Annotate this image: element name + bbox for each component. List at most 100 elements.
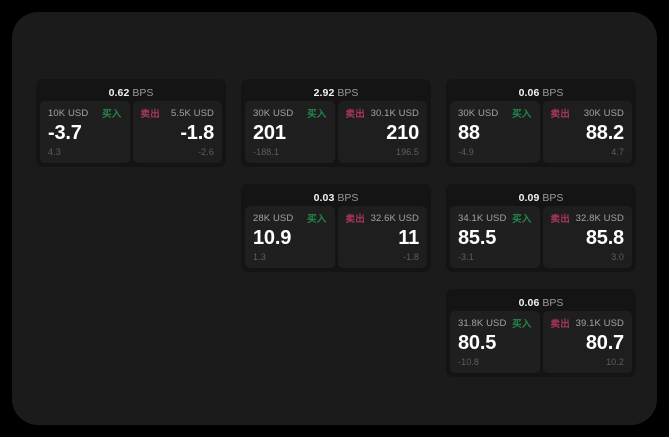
buy-delta: -10.8	[458, 357, 480, 367]
buy-tag: 买入	[307, 109, 327, 120]
card-header: 0.09 BPS	[450, 188, 632, 206]
buy-panel[interactable]: 30K USD 买入 88 -4.9	[450, 101, 540, 163]
sell-price: 85.8	[585, 227, 624, 249]
buy-size-label: 10K USD	[48, 107, 89, 119]
quote-card[interactable]: 0.06 BPS 31.8K USD 买入 80.5 -10.8 卖出 39.1K…	[446, 289, 636, 377]
card-body: 30K USD 买入 201 -188.1 卖出 30.1K USD 210 1…	[245, 101, 427, 163]
bps-unit: BPS	[542, 192, 564, 204]
buy-panel-header: 28K USD 买入	[253, 212, 327, 226]
bps-unit: BPS	[337, 192, 359, 204]
buy-panel[interactable]: 34.1K USD 买入 85.5 -3.1	[450, 206, 540, 268]
sell-price: 210	[386, 122, 419, 144]
bps-value: 0.09	[518, 192, 540, 204]
quote-card[interactable]: 0.06 BPS 30K USD 买入 88 -4.9 卖出 30K USD	[446, 79, 636, 167]
buy-size-label: 31.8K USD	[458, 317, 507, 329]
sell-tag: 卖出	[550, 109, 570, 120]
card-header: 0.06 BPS	[450, 83, 632, 101]
card-body: 28K USD 买入 10.9 1.3 卖出 32.6K USD 11 -1.8	[245, 206, 427, 268]
sell-size-label: 39.1K USD	[575, 317, 624, 329]
card-body: 30K USD 买入 88 -4.9 卖出 30K USD 88.2 4.7	[450, 101, 632, 163]
sell-panel[interactable]: 卖出 32.8K USD 85.8 3.0	[542, 206, 632, 268]
bps-value: 2.92	[313, 87, 335, 99]
card-body: 31.8K USD 买入 80.5 -10.8 卖出 39.1K USD 80.…	[450, 311, 632, 373]
sell-panel[interactable]: 卖出 30K USD 88.2 4.7	[542, 101, 632, 163]
buy-panel[interactable]: 10K USD 买入 -3.7 4.3	[40, 101, 130, 163]
buy-panel-header: 31.8K USD 买入	[458, 317, 532, 331]
bps-value: 0.62	[108, 87, 130, 99]
buy-delta: 1.3	[253, 252, 266, 262]
sell-delta: 4.7	[611, 147, 624, 157]
sell-tag: 卖出	[550, 319, 570, 330]
buy-price: 201	[253, 122, 286, 144]
sell-panel-header: 卖出 5.5K USD	[140, 107, 215, 121]
card-body: 10K USD 买入 -3.7 4.3 卖出 5.5K USD -1.8 -2.…	[40, 101, 222, 163]
card-header: 0.06 BPS	[450, 293, 632, 311]
sell-panel-header: 卖出 39.1K USD	[550, 317, 625, 331]
sell-panel-header: 卖出 30K USD	[550, 107, 625, 121]
buy-panel-header: 34.1K USD 买入	[458, 212, 532, 226]
card-header: 2.92 BPS	[245, 83, 427, 101]
quote-card[interactable]: 2.92 BPS 30K USD 买入 201 -188.1 卖出 30.1K U…	[241, 79, 431, 167]
buy-delta: -4.9	[458, 147, 474, 157]
sell-tag: 卖出	[345, 109, 365, 120]
card-header: 0.03 BPS	[245, 188, 427, 206]
buy-panel-header: 30K USD 买入	[253, 107, 327, 121]
sell-delta: 3.0	[611, 252, 624, 262]
sell-panel[interactable]: 卖出 32.6K USD 11 -1.8	[337, 206, 427, 268]
bps-value: 0.06	[518, 297, 540, 309]
sell-size-label: 32.8K USD	[575, 212, 624, 224]
buy-price: 80.5	[458, 332, 497, 354]
sell-tag: 卖出	[550, 214, 570, 225]
buy-delta: -188.1	[253, 147, 280, 157]
buy-panel[interactable]: 30K USD 买入 201 -188.1	[245, 101, 335, 163]
buy-size-label: 28K USD	[253, 212, 294, 224]
buy-delta: -3.1	[458, 252, 474, 262]
buy-panel-header: 30K USD 买入	[458, 107, 532, 121]
sell-panel-header: 卖出 32.8K USD	[550, 212, 625, 226]
sell-tag: 卖出	[140, 109, 160, 120]
buy-tag: 买入	[102, 109, 122, 120]
sell-panel[interactable]: 卖出 39.1K USD 80.7 10.2	[542, 311, 632, 373]
quote-card[interactable]: 0.62 BPS 10K USD 买入 -3.7 4.3 卖出 5.5K USD	[36, 79, 226, 167]
sell-panel[interactable]: 卖出 30.1K USD 210 196.5	[337, 101, 427, 163]
buy-price: 85.5	[458, 227, 497, 249]
bps-unit: BPS	[337, 87, 359, 99]
bps-value: 0.06	[518, 87, 540, 99]
buy-size-label: 30K USD	[253, 107, 294, 119]
buy-panel-header: 10K USD 买入	[48, 107, 122, 121]
sell-size-label: 32.6K USD	[370, 212, 419, 224]
sell-delta: 196.5	[395, 147, 419, 157]
sell-delta: 10.2	[606, 357, 624, 367]
bps-unit: BPS	[132, 87, 154, 99]
buy-size-label: 30K USD	[458, 107, 499, 119]
sell-delta: -2.6	[198, 147, 214, 157]
card-header: 0.62 BPS	[40, 83, 222, 101]
sell-panel-header: 卖出 30.1K USD	[345, 107, 420, 121]
sell-panel-header: 卖出 32.6K USD	[345, 212, 420, 226]
buy-tag: 买入	[512, 109, 532, 120]
bps-unit: BPS	[542, 297, 564, 309]
sell-size-label: 30K USD	[583, 107, 624, 119]
bps-unit: BPS	[542, 87, 564, 99]
buy-price: 10.9	[253, 227, 292, 249]
sell-panel[interactable]: 卖出 5.5K USD -1.8 -2.6	[132, 101, 222, 163]
buy-tag: 买入	[307, 214, 327, 225]
quote-card[interactable]: 0.03 BPS 28K USD 买入 10.9 1.3 卖出 32.6K USD	[241, 184, 431, 272]
sell-price: 80.7	[585, 332, 624, 354]
card-body: 34.1K USD 买入 85.5 -3.1 卖出 32.8K USD 85.8…	[450, 206, 632, 268]
quote-card[interactable]: 0.09 BPS 34.1K USD 买入 85.5 -3.1 卖出 32.8K …	[446, 184, 636, 272]
sell-size-label: 30.1K USD	[370, 107, 419, 119]
sell-price: 11	[398, 227, 419, 249]
buy-price: 88	[458, 122, 480, 144]
sell-price: 88.2	[585, 122, 624, 144]
buy-panel[interactable]: 28K USD 买入 10.9 1.3	[245, 206, 335, 268]
sell-tag: 卖出	[345, 214, 365, 225]
buy-panel[interactable]: 31.8K USD 买入 80.5 -10.8	[450, 311, 540, 373]
app-frame: 0.62 BPS 10K USD 买入 -3.7 4.3 卖出 5.5K USD	[12, 12, 657, 425]
buy-delta: 4.3	[48, 147, 61, 157]
buy-tag: 买入	[512, 214, 532, 225]
sell-size-label: 5.5K USD	[170, 107, 214, 119]
sell-delta: -1.8	[403, 252, 419, 262]
quote-card-grid: 0.62 BPS 10K USD 买入 -3.7 4.3 卖出 5.5K USD	[12, 12, 657, 425]
buy-tag: 买入	[512, 319, 532, 330]
